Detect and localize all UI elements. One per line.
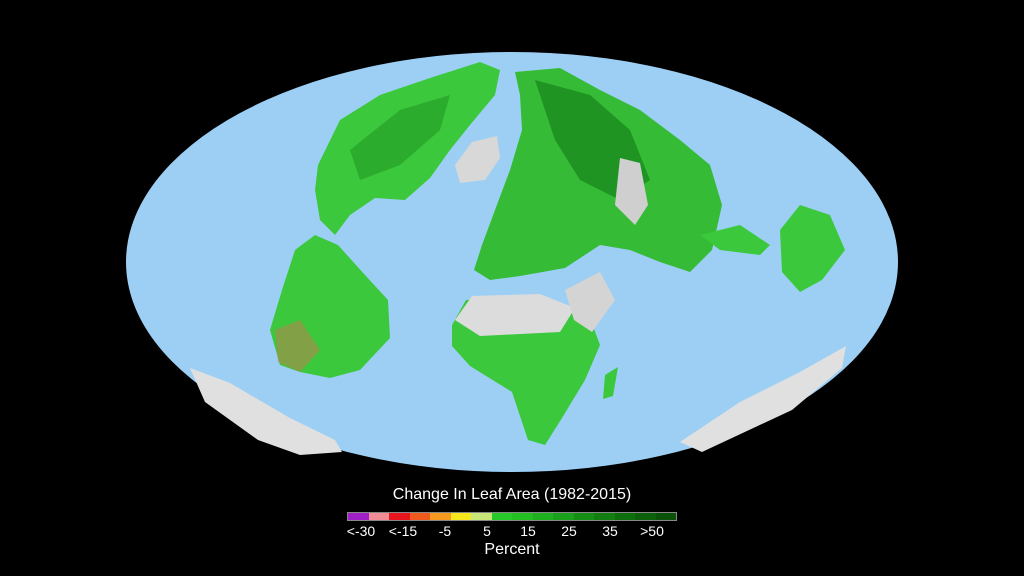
sahara-barren xyxy=(455,294,575,336)
greenland xyxy=(455,136,500,183)
color-swatch xyxy=(389,513,410,520)
antarctica-west xyxy=(190,368,342,455)
tick-label: 15 xyxy=(520,523,536,539)
color-scale-bar xyxy=(347,512,677,521)
south-america-shade xyxy=(275,320,320,372)
antarctica-east xyxy=(680,346,846,452)
color-swatch xyxy=(471,513,492,520)
color-swatch xyxy=(635,513,656,520)
color-swatch xyxy=(532,513,553,520)
arabia-barren xyxy=(565,272,615,332)
color-swatch xyxy=(409,513,430,520)
color-swatch xyxy=(368,513,389,520)
tick-label: 35 xyxy=(602,523,618,539)
color-swatch xyxy=(594,513,615,520)
tick-label: <-30 xyxy=(346,523,376,539)
color-swatch xyxy=(573,513,594,520)
tick-label: -5 xyxy=(438,523,452,539)
tick-label: 5 xyxy=(483,523,491,539)
color-swatch xyxy=(450,513,471,520)
tick-label: <-15 xyxy=(388,523,418,539)
legend-title: Change In Leaf Area (1982-2015) xyxy=(392,486,632,503)
land xyxy=(190,62,846,455)
madagascar xyxy=(603,367,618,399)
color-swatch xyxy=(491,513,512,520)
color-scale-ticks: <-30 <-15 -5 5 15 25 35 >50 xyxy=(0,523,1024,541)
legend-unit: Percent xyxy=(484,541,540,558)
southeast-asia xyxy=(700,225,770,255)
north-america-shade xyxy=(350,95,450,180)
color-swatch xyxy=(348,513,369,520)
color-swatch xyxy=(614,513,635,520)
tick-label: >50 xyxy=(640,523,664,539)
color-swatch xyxy=(512,513,533,520)
color-swatch xyxy=(655,513,676,520)
color-swatch xyxy=(553,513,574,520)
australia xyxy=(780,205,845,292)
central-asia-barren xyxy=(615,158,648,225)
tick-label: 25 xyxy=(561,523,577,539)
color-swatch xyxy=(430,513,451,520)
